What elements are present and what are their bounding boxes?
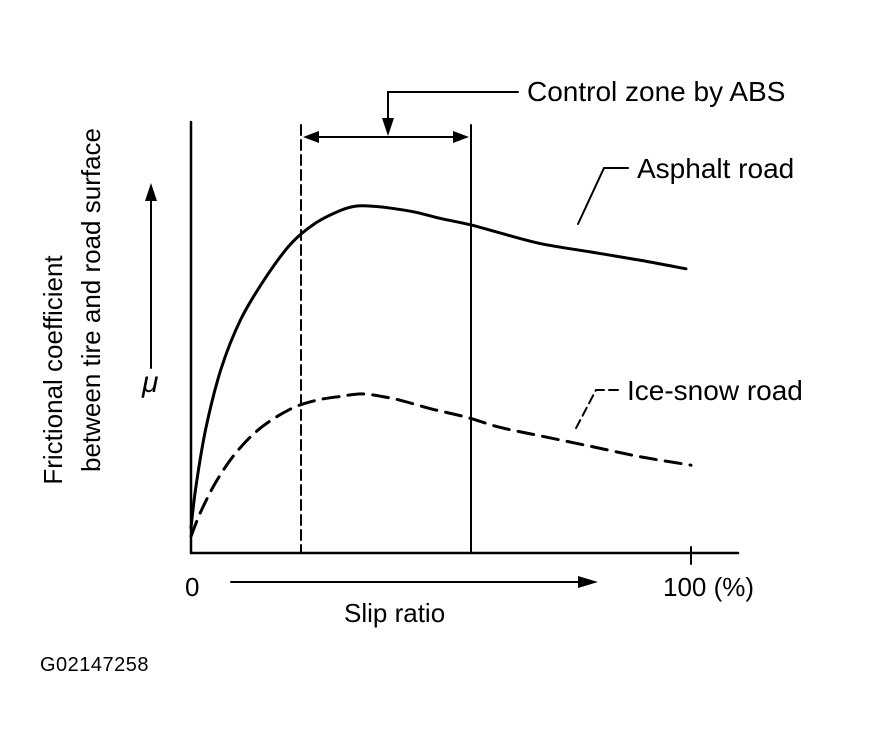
x-arrow-head	[578, 576, 598, 588]
control-zone-pointer	[387, 91, 519, 123]
chart-labels: Frictional coefficient between tire and …	[38, 76, 803, 628]
series-label-asphalt: Asphalt road	[637, 153, 794, 184]
leader-asphalt	[577, 167, 629, 225]
y-axis-label-line-1: Frictional coefficient	[38, 255, 68, 485]
y-axis-symbol: μ	[141, 366, 158, 399]
chart-series	[189, 167, 693, 538]
figure-id: G02147258	[40, 654, 150, 676]
y-arrow-head	[145, 183, 157, 201]
x-tick-label-end: 100 (%)	[663, 572, 754, 602]
y-axis-label-line-2: between tire and road surface	[76, 128, 106, 472]
series-line-asphalt	[189, 204, 688, 530]
series-label-ice-snow: Ice-snow road	[627, 375, 803, 406]
control-zone-pointer-head	[382, 118, 394, 136]
series-line-ice-snow	[189, 392, 693, 538]
control-zone	[300, 91, 519, 554]
x-tick-label-start: 0	[185, 572, 199, 602]
leader-ice-snow	[573, 389, 619, 433]
control-zone-arrow-left	[303, 131, 319, 143]
control-zone-label: Control zone by ABS	[527, 76, 785, 107]
control-zone-arrow-right	[453, 131, 469, 143]
chart-axes	[145, 120, 740, 588]
x-axis-label: Slip ratio	[344, 598, 445, 628]
